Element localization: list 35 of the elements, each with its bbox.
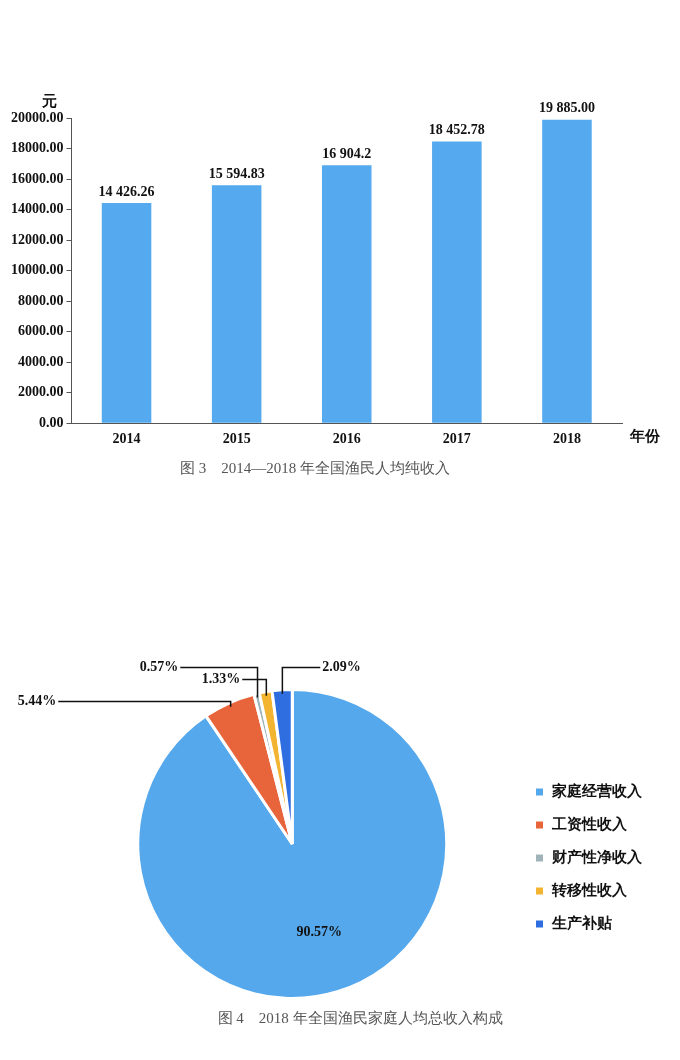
- y-tick-label: 10000.00: [11, 262, 64, 278]
- y-tick-label: 18000.00: [11, 140, 64, 156]
- legend-label: 生产补贴: [551, 913, 612, 931]
- data-label: 90.57%: [296, 924, 343, 940]
- data-label: 19 885.00: [538, 100, 595, 116]
- y-tick-label: 16000.00: [11, 170, 64, 186]
- legend-label: 家庭经营收入: [551, 781, 643, 799]
- data-label: 2.09%: [322, 659, 361, 675]
- x-axis-title: 年份: [629, 428, 661, 445]
- y-tick-label: 0.00: [39, 414, 64, 430]
- y-tick-label: 14000.00: [11, 201, 64, 217]
- legend-label: 工资性收入: [551, 815, 628, 832]
- y-tick-label: 4000.00: [18, 353, 64, 369]
- legend-label: 转移性收入: [551, 881, 628, 898]
- data-label: 5.44%: [17, 693, 57, 709]
- data-label: 16 904.2: [322, 145, 372, 161]
- x-tick-label: 2014: [112, 431, 141, 447]
- data-label: 14 426.26: [98, 183, 155, 199]
- y-tick-label: 20000.00: [11, 109, 64, 125]
- x-tick-label: 2016: [332, 431, 361, 447]
- text: 图 3 2014—2018 年全国渔民人均纯收入: [180, 459, 450, 476]
- x-tick-label: 2018: [552, 431, 581, 447]
- y-tick-label: 8000.00: [18, 292, 64, 308]
- y-tick-label: 6000.00: [18, 323, 64, 339]
- y-tick-label: 12000.00: [11, 231, 64, 247]
- y-tick-label: 2000.00: [18, 384, 64, 400]
- text: 图 4 2018 年全国渔民家庭人均总收入构成: [217, 1009, 503, 1026]
- data-label: 0.57%: [139, 659, 179, 675]
- data-label: 15 594.83: [208, 165, 265, 181]
- data-label: 18 452.78: [428, 122, 485, 138]
- y-axis-title: 元: [41, 93, 57, 110]
- x-tick-label: 2015: [222, 431, 251, 447]
- data-label: 1.33%: [201, 671, 241, 687]
- legend-label: 财产性净收入: [551, 848, 643, 865]
- x-tick-label: 2017: [442, 431, 471, 447]
